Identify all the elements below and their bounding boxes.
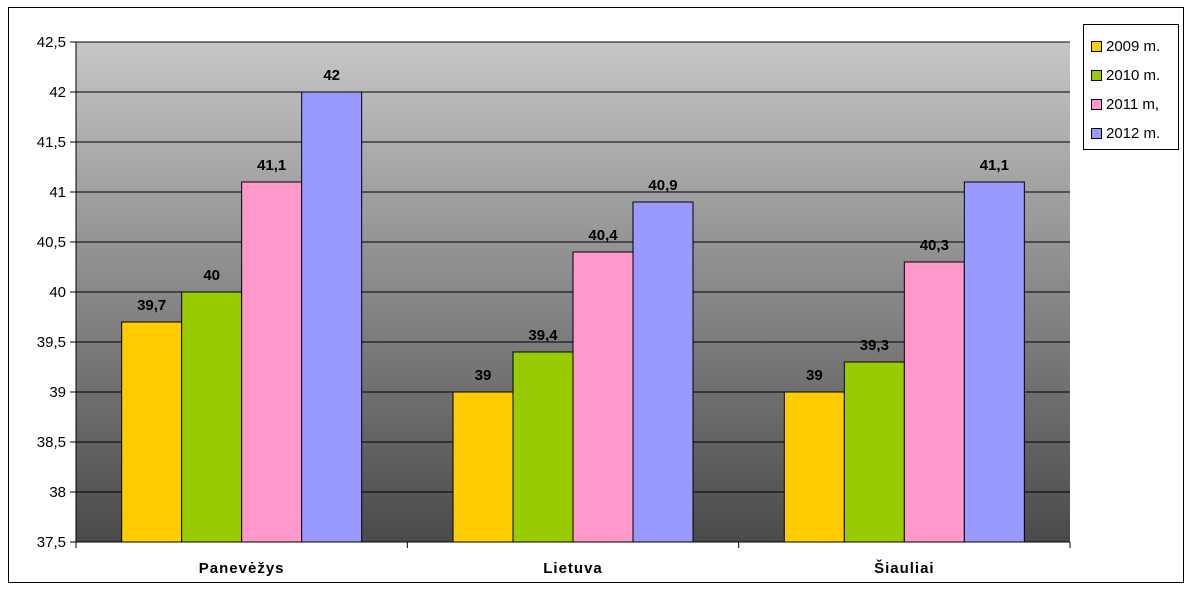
bar <box>452 391 514 543</box>
legend-swatch <box>1091 99 1102 110</box>
data-label: 40 <box>203 267 220 284</box>
axes <box>70 41 1071 548</box>
bar <box>121 321 183 543</box>
legend-label: 2011 m, <box>1106 96 1160 113</box>
y-tick-label: 39 <box>49 384 66 401</box>
bar <box>301 91 363 543</box>
x-category-label: Šiauliai <box>874 559 935 577</box>
bar <box>783 391 845 543</box>
bar <box>572 251 634 543</box>
data-label: 42 <box>323 67 340 84</box>
y-tick-label: 38 <box>49 484 66 501</box>
y-tick-label: 41 <box>49 184 66 201</box>
bar <box>903 261 965 543</box>
data-label: 40,4 <box>588 227 618 244</box>
y-tick-label: 40 <box>49 284 66 301</box>
legend-swatch <box>1091 128 1102 139</box>
x-category-label: Panevėžys <box>199 560 285 577</box>
data-label: 39,4 <box>528 327 558 344</box>
bars <box>121 91 1025 543</box>
labels: 37,5 38 38,5 39 39,5 40 40,5 41 41,5 42 42,5 39,7 40… <box>37 34 1009 577</box>
data-label: 39 <box>806 367 823 384</box>
legend-item: 2011 m, <box>1091 90 1178 119</box>
data-label: 40,3 <box>920 237 949 254</box>
data-label: 41,1 <box>257 157 286 174</box>
y-tick-label: 42 <box>49 84 66 101</box>
data-label: 39,3 <box>860 337 889 354</box>
legend-item: 2009 m. <box>1091 32 1178 61</box>
y-tick-label: 38,5 <box>37 434 66 451</box>
y-tick-label: 40,5 <box>37 234 66 251</box>
bar <box>512 351 574 543</box>
bar <box>963 181 1025 543</box>
legend-item: 2010 m. <box>1091 61 1178 90</box>
legend-label: 2012 m. <box>1106 125 1161 142</box>
data-label: 39 <box>475 367 492 384</box>
data-label: 40,9 <box>648 177 677 194</box>
legend-label: 2009 m. <box>1106 38 1161 55</box>
legend: 2009 m. 2010 m. 2011 m, 2012 m. <box>1083 24 1179 150</box>
y-tick-label: 42,5 <box>37 34 66 51</box>
legend-item: 2012 m. <box>1091 119 1178 148</box>
legend-label: 2010 m. <box>1106 67 1161 84</box>
y-tick-label: 37,5 <box>37 534 66 551</box>
bar <box>181 291 243 543</box>
y-tick-label: 41,5 <box>37 134 66 151</box>
legend-swatch <box>1091 41 1102 52</box>
bar <box>632 201 694 543</box>
bar <box>843 361 905 543</box>
y-tick-label: 39,5 <box>37 334 66 351</box>
x-category-label: Lietuva <box>543 560 603 577</box>
legend-swatch <box>1091 70 1102 81</box>
data-label: 39,7 <box>137 297 166 314</box>
bar <box>241 181 303 543</box>
data-label: 41,1 <box>980 157 1009 174</box>
